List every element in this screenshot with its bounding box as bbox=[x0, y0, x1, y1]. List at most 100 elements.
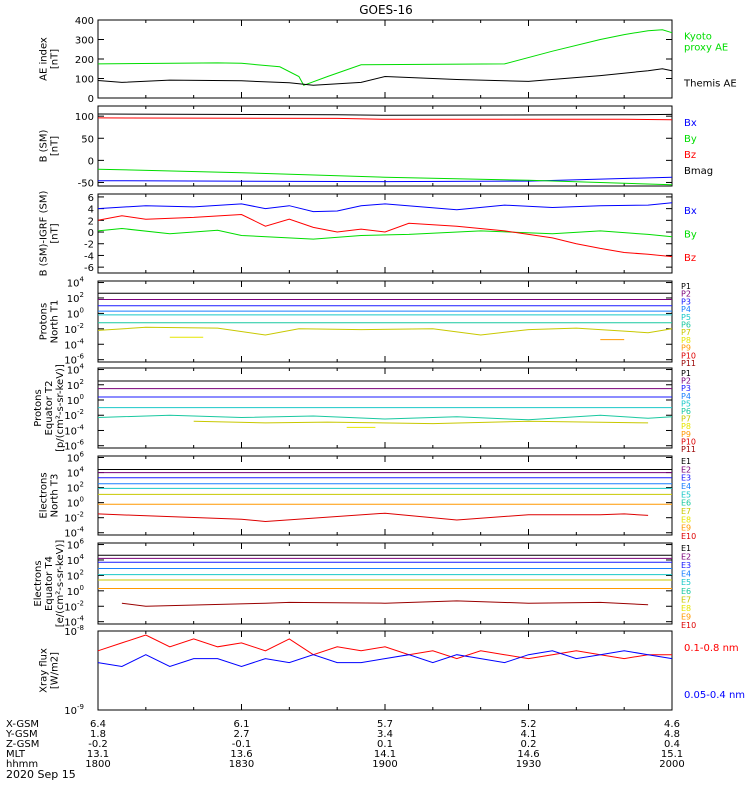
legend-label: P7 bbox=[681, 328, 691, 337]
legend-label: E1 bbox=[681, 544, 691, 553]
y-tick-label: 104 bbox=[67, 276, 85, 290]
x-row-label: Y-GSM bbox=[5, 729, 38, 740]
y-tick-label: 104 bbox=[67, 553, 85, 567]
series-label: proxy AE bbox=[684, 43, 728, 54]
y-tick-label: 10-4 bbox=[64, 423, 84, 437]
series-line-Bx bbox=[97, 176, 673, 183]
y-tick-label: 300 bbox=[75, 36, 94, 47]
y-tick-label: 102 bbox=[67, 481, 84, 495]
x-row-value: 15.1 bbox=[661, 749, 683, 760]
y-tick-label: -4 bbox=[84, 251, 94, 262]
panel-bsm: -50 0 50 100 B (SM) [nT] Bx By Bz Bmag bbox=[39, 105, 713, 189]
panel-frame bbox=[97, 19, 673, 99]
x-row-value: 1.8 bbox=[90, 729, 106, 740]
y-tick-label: 2 bbox=[88, 216, 94, 227]
y-tick-label: 100 bbox=[67, 584, 84, 598]
y-tick-label: 10-4 bbox=[64, 337, 84, 351]
y-axis-label: [nT] bbox=[50, 223, 61, 243]
legend-label: E10 bbox=[681, 532, 696, 541]
y-axis-label: [nT] bbox=[50, 136, 61, 156]
x-row-value: -0.1 bbox=[232, 739, 252, 750]
legend-label: P5 bbox=[681, 313, 691, 322]
legend-label: P8 bbox=[681, 336, 691, 345]
series-line-0.1-0.8 nm bbox=[97, 634, 672, 660]
legend-label: P4 bbox=[681, 392, 691, 401]
series-line-Bx bbox=[97, 202, 673, 213]
y-axis-label: Electrons bbox=[39, 472, 50, 518]
x-row-value: 0.1 bbox=[377, 739, 393, 750]
legend-label: E3 bbox=[681, 474, 691, 483]
x-row-value: 4.8 bbox=[664, 729, 680, 740]
legend-label: E4 bbox=[681, 482, 691, 491]
y-tick-label: 10-6 bbox=[64, 353, 84, 367]
series-line-By bbox=[97, 168, 673, 186]
y-tick-label: 10-8 bbox=[64, 624, 84, 638]
series-line-Bz bbox=[97, 117, 673, 121]
series-label: Kyoto bbox=[684, 32, 712, 43]
y-tick-label: 102 bbox=[67, 568, 84, 582]
y-tick-label: 0 bbox=[88, 228, 94, 239]
series-line-P7 bbox=[97, 326, 673, 336]
legend-label: P6 bbox=[681, 321, 691, 330]
panel-frame bbox=[97, 455, 673, 536]
y-axis-label: B (SM) bbox=[39, 129, 50, 162]
series-line-P6 bbox=[97, 414, 673, 421]
y-tick-label: 106 bbox=[67, 538, 85, 552]
legend-label: P4 bbox=[681, 305, 691, 314]
x-row-label: hhmm bbox=[6, 759, 38, 770]
legend-label: E4 bbox=[681, 570, 691, 579]
y-tick-label: 10-4 bbox=[64, 615, 84, 629]
series-label: By bbox=[684, 230, 697, 241]
y-axis-label: [p/(cm²-s-sr-keV)] bbox=[55, 364, 66, 452]
y-tick-label: 400 bbox=[75, 16, 94, 27]
legend-label: E5 bbox=[681, 490, 691, 499]
x-row-value: 14.6 bbox=[517, 749, 539, 760]
series-line-By bbox=[97, 227, 673, 240]
x-row-value: 4.1 bbox=[521, 729, 537, 740]
legend-label: P5 bbox=[681, 399, 691, 408]
legend-label: P3 bbox=[681, 297, 691, 306]
legend-label: P2 bbox=[681, 290, 691, 299]
series-label: By bbox=[684, 134, 697, 145]
y-axis-label: Protons bbox=[39, 303, 50, 340]
series-label: 0.05-0.4 nm bbox=[684, 690, 745, 701]
y-tick-label: 0 bbox=[88, 94, 94, 105]
legend-label: E10 bbox=[681, 621, 696, 630]
y-tick-label: 102 bbox=[67, 291, 84, 305]
series-line-Bz bbox=[97, 213, 673, 258]
legend-label: P10 bbox=[681, 351, 696, 360]
y-axis-label: B (SM)-IGRF (SM) bbox=[39, 191, 50, 277]
y-tick-label: -6 bbox=[84, 263, 94, 274]
y-tick-label: 104 bbox=[67, 363, 85, 377]
x-row-value: 1930 bbox=[516, 759, 541, 770]
y-tick-label: 100 bbox=[67, 306, 84, 320]
x-row-value: 0.2 bbox=[521, 739, 537, 750]
y-axis-label: Equator T2 bbox=[44, 381, 55, 436]
plot-title: GOES-16 bbox=[359, 3, 413, 17]
y-tick-label: 100 bbox=[67, 393, 84, 407]
series-line-Themis AE bbox=[97, 68, 673, 86]
y-axis-label: Protons bbox=[33, 389, 44, 426]
date-label: 2020 Sep 15 bbox=[6, 768, 76, 781]
x-row-value: 0.4 bbox=[664, 739, 680, 750]
series-label: Bz bbox=[684, 150, 696, 161]
x-row-value: 13.1 bbox=[87, 749, 109, 760]
y-tick-label: 106 bbox=[67, 451, 85, 465]
y-tick-label: 10-2 bbox=[64, 599, 84, 613]
legend-label: P11 bbox=[681, 359, 696, 368]
x-row-value: 2.7 bbox=[234, 729, 250, 740]
x-row-value: 3.4 bbox=[377, 729, 393, 740]
legend-label: P1 bbox=[681, 282, 691, 291]
legend-label: P10 bbox=[681, 437, 696, 446]
y-tick-label: 50 bbox=[81, 134, 94, 145]
x-axis-table: X-GSM 6.4 6.1 5.7 5.2 4.6 Y-GSM 1.8 2.7 3.4 4.1 4.8… bbox=[5, 719, 685, 770]
y-axis-label: Electrons bbox=[33, 560, 44, 606]
legend-label: P6 bbox=[681, 407, 691, 416]
legend-label: E6 bbox=[681, 499, 691, 508]
series-label: Bx bbox=[684, 118, 697, 129]
x-row-value: 5.2 bbox=[521, 719, 537, 730]
y-axis-label: [W/m2] bbox=[50, 652, 61, 689]
